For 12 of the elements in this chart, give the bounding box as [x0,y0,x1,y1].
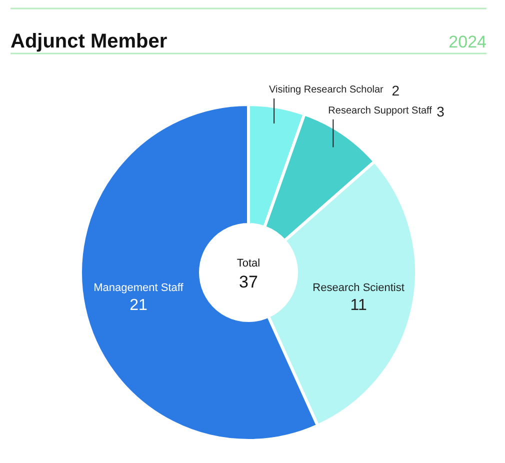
slice-label: Visiting Research Scholar [269,84,384,96]
text: Total [236,258,260,270]
slice-label: Research Scientist [312,282,404,294]
text: 37 [239,272,258,292]
data-label: 11 [350,297,367,314]
data-label: 2 [392,82,400,98]
data-label: 3 [436,103,445,120]
slice-label: Management Staff [94,282,184,294]
data-label: 21 [130,297,148,314]
slice-label: Research Support Staff [328,105,432,116]
chart-title: Adjunct Member [10,30,168,52]
chart-subtitle: 2024 [448,32,487,52]
